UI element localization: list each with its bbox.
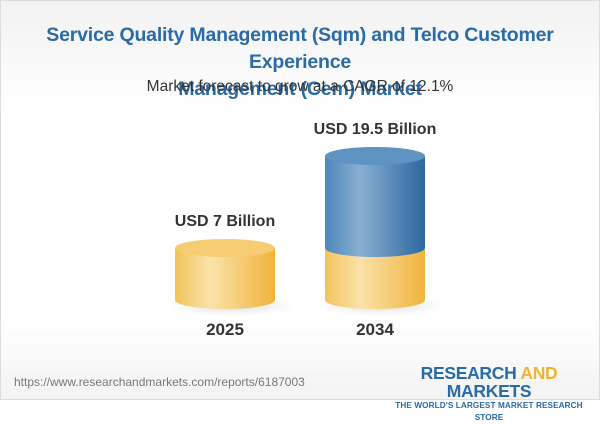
bar-2034 — [325, 147, 425, 309]
research-and-markets-logo: RESEARCH AND MARKETS THE WORLD'S LARGEST… — [384, 364, 594, 424]
logo-text-and: AND — [520, 363, 558, 383]
title-line-2: Management (Cem) Market — [178, 78, 422, 100]
logo-tagline: THE WORLD'S LARGEST MARKET RESEARCH STOR… — [395, 401, 583, 422]
cylinder-chart — [170, 147, 444, 316]
chart-subtitle: Market forecast to grow at a CAGR of 12.… — [146, 78, 454, 95]
bar-2025 — [175, 239, 275, 309]
value-label-2025: USD 7 Billion — [174, 213, 276, 230]
chart-frame — [0, 0, 600, 400]
value-label-2034: USD 19.5 Billion — [313, 121, 437, 138]
source-url[interactable]: https://www.researchandmarkets.com/repor… — [14, 375, 305, 389]
category-label-2034: 2034 — [356, 320, 394, 339]
title-line-1: Service Quality Management (Sqm) and Tel… — [46, 24, 554, 73]
category-label-2025: 2025 — [206, 320, 244, 339]
logo-text-research: RESEARCH — [420, 363, 521, 383]
chart-title: Service Quality Management (Sqm) and Tel… — [0, 22, 600, 103]
logo-text-markets: MARKETS — [446, 381, 532, 401]
